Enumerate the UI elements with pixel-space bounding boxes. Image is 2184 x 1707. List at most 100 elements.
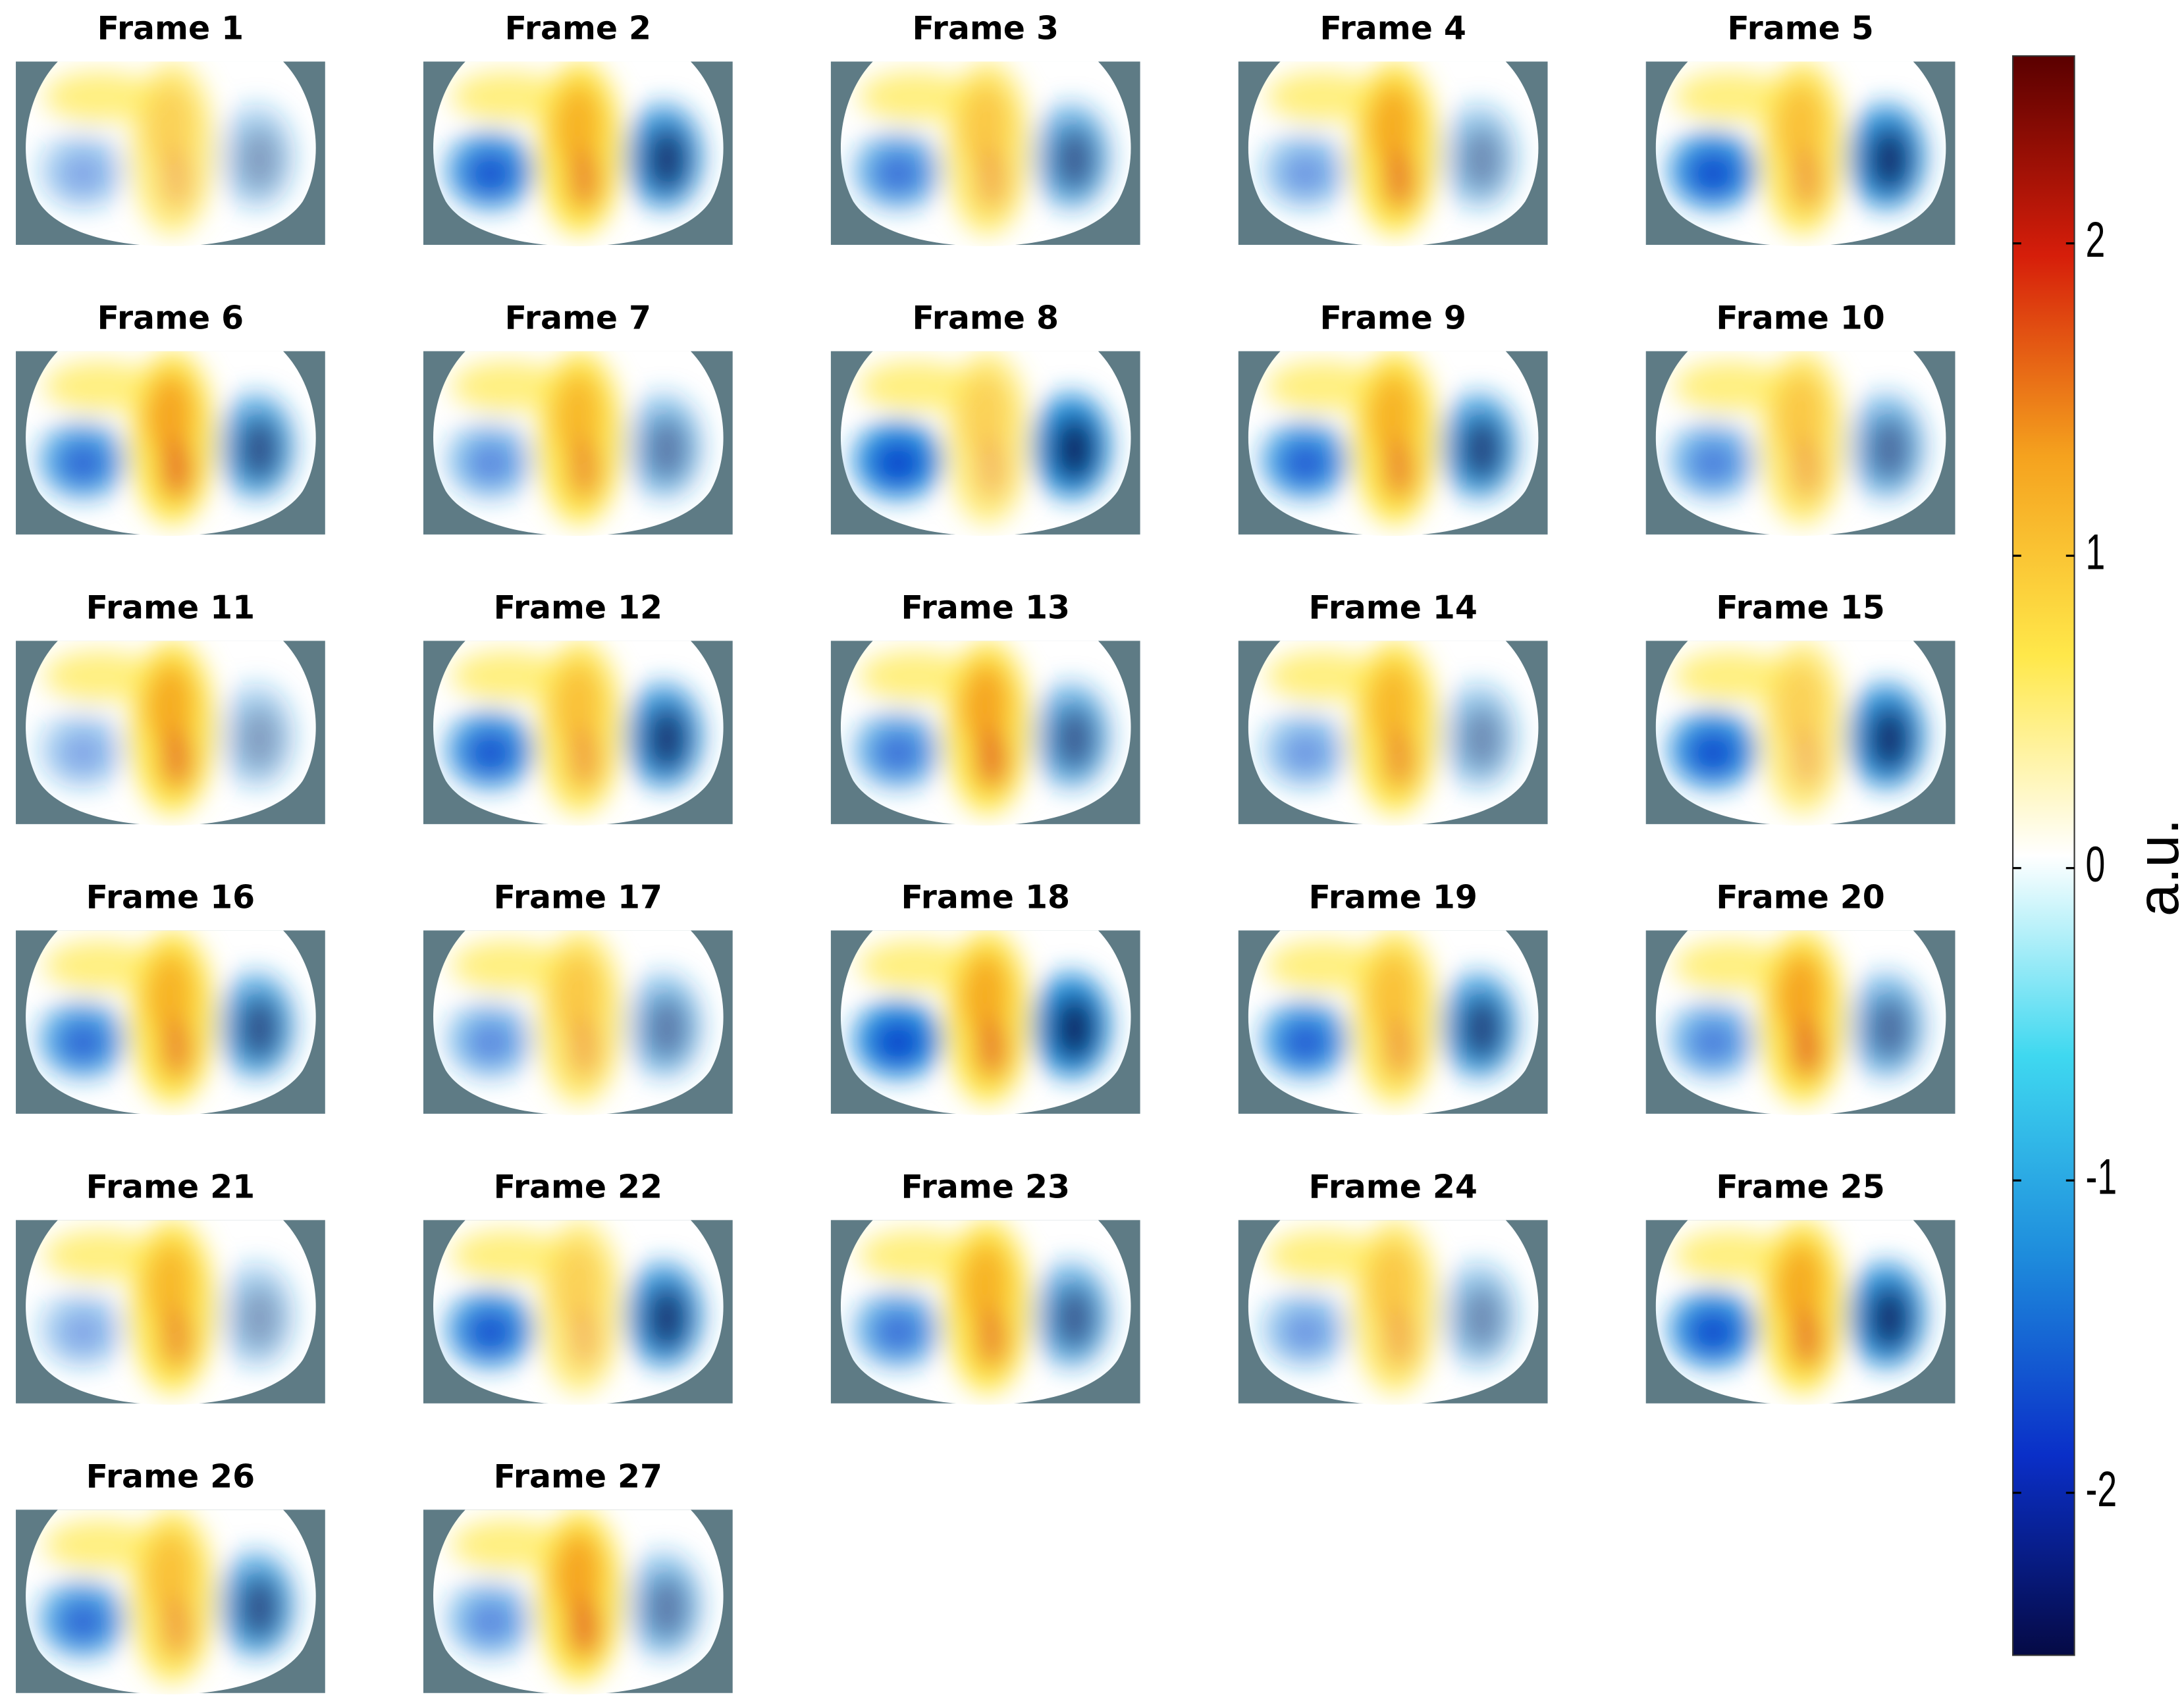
blob <box>859 940 971 991</box>
topo-map <box>1645 641 1956 826</box>
blob <box>465 730 516 775</box>
blob <box>57 730 109 775</box>
colorbar: a.u. -2 -1 0 1 2 <box>2011 55 2184 1656</box>
blob <box>1774 372 1825 456</box>
blob <box>1674 361 1786 411</box>
panel-title: Frame 23 <box>901 1168 1070 1205</box>
blob <box>1790 439 1824 501</box>
blob <box>974 1308 1009 1370</box>
blob <box>1382 729 1416 791</box>
blob <box>1367 82 1418 167</box>
head <box>433 61 724 247</box>
blob <box>974 729 1009 791</box>
topo-map <box>16 351 325 537</box>
blob <box>1266 650 1379 701</box>
blob <box>159 1018 194 1080</box>
blob <box>644 126 689 194</box>
blob <box>974 1018 1009 1080</box>
topo-map <box>16 930 325 1115</box>
blobs <box>445 641 704 814</box>
blob <box>1052 126 1097 194</box>
blob <box>1459 705 1505 773</box>
topo-map <box>1645 930 1956 1115</box>
blob <box>1367 951 1418 1036</box>
blob <box>1052 995 1097 1063</box>
topo-map <box>830 351 1140 537</box>
blob <box>57 1309 109 1355</box>
blob <box>1266 940 1379 991</box>
panel-title: Frame 4 <box>1319 10 1466 47</box>
blob <box>644 1574 689 1642</box>
head <box>1248 61 1539 247</box>
blob <box>872 151 924 196</box>
blob <box>1266 71 1379 122</box>
head <box>1248 641 1539 826</box>
blob <box>1266 1230 1379 1280</box>
panel-title: Frame 7 <box>505 299 651 336</box>
topo-map <box>423 61 733 247</box>
blob <box>465 1599 516 1644</box>
blob <box>1790 149 1824 211</box>
panel-title: Frame 26 <box>86 1458 255 1495</box>
blob <box>451 361 564 411</box>
blob <box>1052 415 1097 483</box>
blob <box>159 439 194 501</box>
blob <box>872 1020 924 1065</box>
topo-map <box>1238 351 1548 537</box>
blob <box>236 415 282 483</box>
blob <box>43 1519 156 1570</box>
blob <box>644 995 689 1063</box>
panel-title: Frame 15 <box>1716 589 1884 626</box>
blob <box>1367 1241 1418 1325</box>
head <box>26 61 316 247</box>
blob <box>465 1309 516 1355</box>
blob <box>1052 705 1097 773</box>
blobs <box>445 351 704 525</box>
blob <box>1674 650 1786 701</box>
blobs <box>38 351 296 525</box>
panel-title: Frame 9 <box>1319 299 1466 336</box>
blob <box>552 1531 603 1615</box>
blob <box>1867 126 1912 194</box>
panel-title: Frame 25 <box>1716 1168 1884 1205</box>
topo-map <box>1238 1220 1548 1405</box>
panel-title: Frame 17 <box>494 878 662 916</box>
panel-title: Frame 3 <box>913 10 1059 47</box>
blob <box>1052 1284 1097 1352</box>
blob <box>1774 1241 1825 1325</box>
blob <box>43 361 156 411</box>
blob <box>859 650 971 701</box>
blob <box>1790 1308 1824 1370</box>
blob <box>552 662 603 746</box>
blob <box>465 440 516 486</box>
head <box>26 1510 316 1694</box>
blob <box>1382 439 1416 501</box>
blob <box>465 151 516 196</box>
blob <box>859 361 971 411</box>
blobs <box>853 641 1111 814</box>
blob <box>567 729 601 791</box>
colorbar-tick-label: -2 <box>2086 1460 2117 1517</box>
blob <box>1774 82 1825 167</box>
blobs <box>1260 1220 1518 1394</box>
head <box>433 641 724 826</box>
blobs <box>1260 641 1518 814</box>
head <box>840 930 1131 1115</box>
blob <box>1459 415 1505 483</box>
blob <box>1382 149 1416 211</box>
topo-map <box>16 61 325 247</box>
blob <box>236 126 282 194</box>
topo-map <box>423 351 733 537</box>
blob <box>1867 995 1912 1063</box>
blob <box>144 662 196 746</box>
head <box>433 930 724 1115</box>
blob <box>1774 951 1825 1036</box>
blobs <box>1668 930 1926 1104</box>
blob <box>974 149 1009 211</box>
topo-map <box>1645 1220 1956 1405</box>
panel-title: Frame 1 <box>97 10 244 47</box>
blob <box>43 71 156 122</box>
blob <box>552 1241 603 1325</box>
panel-title: Frame 10 <box>1716 299 1884 336</box>
